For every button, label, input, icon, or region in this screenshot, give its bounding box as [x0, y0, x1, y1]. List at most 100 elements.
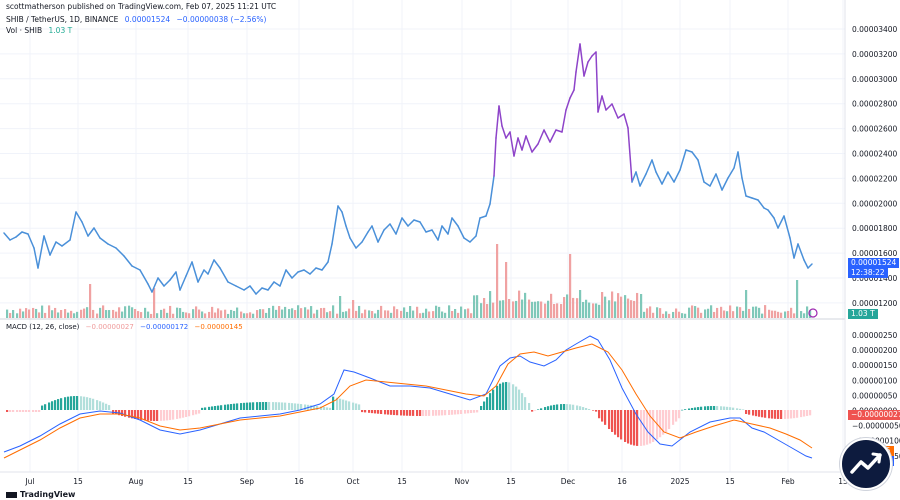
volume-legend[interactable]: Vol · SHIB 1.03 T — [6, 26, 72, 35]
macd-histogram-bar — [608, 410, 611, 430]
volume-bar — [80, 309, 83, 318]
macd-histogram-bar — [444, 410, 447, 416]
macd-histogram-bar — [592, 410, 595, 411]
price-segment — [303, 269, 311, 275]
volume-bar — [505, 262, 508, 318]
volume-bar — [304, 307, 307, 318]
price-segment — [107, 243, 117, 249]
volume-bar — [531, 301, 534, 318]
macd-histogram-bar — [768, 410, 771, 419]
volume-bar — [496, 244, 499, 318]
symbol-legend[interactable]: SHIB / TetherUS, 1D, BINANCE 0.00001524 … — [6, 15, 266, 24]
macd-histogram-bar — [598, 410, 601, 419]
time-tick-label: 15 — [183, 477, 193, 486]
volume-bar — [790, 307, 793, 318]
tradingview-logo-text: TradingView — [20, 490, 76, 499]
macd-histogram-bar — [688, 408, 691, 410]
volume-bar — [652, 312, 655, 318]
volume-bar — [595, 303, 598, 318]
macd-histogram-bar — [448, 410, 451, 415]
macd-histogram-bar — [32, 410, 35, 412]
macd-histogram-bar — [236, 403, 239, 410]
macd-histogram-bar — [547, 406, 550, 410]
volume-bar — [611, 291, 614, 318]
price-segment — [243, 285, 251, 291]
macd-histogram-bar — [48, 402, 51, 410]
macd-histogram-bar — [569, 404, 572, 410]
volume-bar — [128, 305, 131, 318]
volume-bar — [380, 305, 383, 318]
macd-histogram-bar — [54, 400, 57, 410]
macd-legend[interactable]: MACD (12, 26, close) −0.00000027 −0.0000… — [6, 323, 243, 331]
volume-bar — [131, 307, 134, 318]
time-axis[interactable]: Jul 15 Aug 15 Sep 16 Oct 15 Nov 15 Dec 16 2025 15 Feb 1… — [24, 477, 848, 486]
volume-bar — [73, 313, 76, 318]
volume-bar — [153, 288, 156, 318]
volume-bar — [454, 308, 457, 318]
price-segment — [495, 105, 500, 139]
price-segment — [267, 281, 275, 291]
volume-bar — [425, 308, 428, 318]
macd-histogram-bar — [464, 410, 467, 414]
macd-histogram-bar — [323, 406, 326, 410]
macd-histogram-bar — [572, 404, 575, 410]
volume-bar — [403, 307, 406, 318]
macd-histogram-bar — [697, 407, 700, 410]
volume-bar — [400, 310, 403, 318]
volume-bar — [6, 309, 9, 318]
volume-bar — [742, 310, 745, 318]
tradingview-fab-button[interactable] — [840, 438, 892, 490]
macd-histogram-bar — [422, 410, 425, 416]
price-segment — [337, 205, 343, 213]
macd-histogram-bar — [35, 410, 38, 412]
volume-bar — [137, 311, 140, 318]
macd-histogram-bar — [400, 410, 403, 416]
macd-histogram-bar — [406, 410, 409, 416]
volume-bar — [726, 311, 729, 318]
price-line — [3, 43, 813, 295]
macd-histogram-bar — [793, 410, 796, 419]
macd-histogram-bar — [249, 402, 252, 410]
volume-bar — [569, 254, 572, 318]
macd-histogram-bar — [732, 407, 735, 410]
volume-bar — [806, 306, 809, 318]
volume-bar — [48, 305, 51, 318]
volume-bar — [67, 312, 70, 318]
volume-bar — [524, 292, 527, 318]
volume-bar — [796, 280, 799, 318]
price-segment — [513, 137, 519, 157]
price-segment — [463, 237, 471, 243]
macd-tick-label: 0.00000150 — [852, 361, 898, 370]
price-segment — [673, 169, 681, 183]
macd-histogram-bar — [124, 410, 127, 417]
macd-histogram-bar — [310, 405, 313, 410]
volume-bar — [281, 309, 284, 318]
volume-bar — [217, 308, 220, 318]
macd-histogram-bar — [281, 402, 284, 410]
volume-bar — [678, 311, 681, 318]
volume-bar — [630, 300, 633, 318]
volume-bar — [156, 313, 159, 318]
price-segment — [627, 127, 633, 183]
volume-bar — [374, 313, 377, 318]
volume-bar — [649, 306, 652, 318]
volume-bar — [688, 307, 691, 318]
volume-bar — [358, 305, 361, 318]
price-scale[interactable]: 0.00003400 0.00003200 0.00003000 0.00002800… — [852, 25, 898, 308]
price-segment — [407, 219, 415, 227]
price-segment — [327, 243, 333, 263]
volume-bar — [192, 309, 195, 318]
time-tick-label: 15 — [73, 477, 83, 486]
volume-bar — [278, 306, 281, 318]
price-segment — [667, 171, 675, 183]
price-segment — [419, 221, 427, 233]
price-segment — [489, 175, 495, 205]
price-segment — [493, 137, 497, 177]
macd-histogram-bar — [265, 402, 268, 410]
macd-histogram-bar — [640, 410, 643, 446]
tradingview-logo[interactable]: TradingView — [6, 490, 75, 499]
volume-bar — [604, 296, 607, 318]
macd-histogram-bar — [627, 410, 630, 444]
macd-histogram-bar — [665, 410, 668, 432]
